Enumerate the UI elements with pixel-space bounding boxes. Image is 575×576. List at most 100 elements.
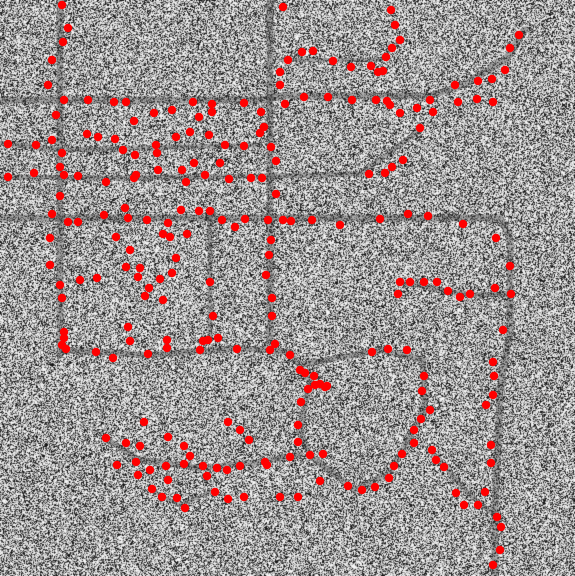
map-point-marker bbox=[366, 61, 376, 71]
map-point-marker bbox=[165, 232, 175, 242]
map-point-marker bbox=[506, 289, 516, 299]
map-point-marker bbox=[29, 168, 39, 178]
map-point-marker bbox=[47, 55, 57, 65]
map-point-marker bbox=[490, 283, 500, 293]
map-point-marker bbox=[239, 141, 249, 151]
map-point-marker bbox=[278, 2, 288, 12]
map-point-marker bbox=[144, 283, 154, 293]
map-point-marker bbox=[130, 150, 140, 160]
map-point-marker bbox=[335, 220, 345, 230]
map-point-marker bbox=[200, 170, 210, 180]
map-point-marker bbox=[163, 218, 173, 228]
map-point-marker bbox=[147, 484, 157, 494]
map-point-marker bbox=[343, 481, 353, 491]
map-point-marker bbox=[43, 80, 53, 90]
map-point-marker bbox=[264, 250, 274, 260]
map-point-marker bbox=[486, 458, 496, 468]
map-point-marker bbox=[265, 345, 275, 355]
map-point-marker bbox=[131, 170, 141, 180]
map-point-marker bbox=[139, 417, 149, 427]
map-point-marker bbox=[386, 5, 396, 15]
map-point-marker bbox=[101, 177, 111, 187]
map-point-marker bbox=[223, 494, 233, 504]
map-point-marker bbox=[415, 123, 425, 133]
map-point-marker bbox=[481, 400, 491, 410]
map-point-marker bbox=[3, 172, 13, 182]
map-point-marker bbox=[179, 459, 189, 469]
map-point-marker bbox=[45, 260, 55, 270]
map-point-marker bbox=[63, 23, 73, 33]
map-point-marker bbox=[402, 345, 412, 355]
map-point-marker bbox=[278, 215, 288, 225]
map-point-marker bbox=[31, 140, 41, 150]
map-point-marker bbox=[505, 261, 515, 271]
map-point-marker bbox=[153, 165, 163, 175]
map-point-marker bbox=[161, 461, 171, 471]
map-point-marker bbox=[55, 280, 65, 290]
map-point-marker bbox=[121, 438, 131, 448]
map-point-marker bbox=[371, 95, 381, 105]
map-point-marker bbox=[318, 449, 328, 459]
map-point-marker bbox=[439, 462, 449, 472]
map-point-marker bbox=[383, 344, 393, 354]
map-point-marker bbox=[275, 80, 285, 90]
map-point-marker bbox=[266, 235, 276, 245]
map-point-marker bbox=[432, 277, 442, 287]
map-point-marker bbox=[283, 55, 293, 65]
map-point-marker bbox=[498, 325, 508, 335]
map-point-marker bbox=[91, 347, 101, 357]
map-point-marker bbox=[496, 522, 506, 532]
map-point-marker bbox=[427, 445, 437, 455]
map-point-marker bbox=[488, 357, 498, 367]
map-point-marker bbox=[135, 441, 145, 451]
map-point-marker bbox=[155, 274, 165, 284]
map-point-marker bbox=[347, 95, 357, 105]
map-point-marker bbox=[263, 215, 273, 225]
map-point-marker bbox=[75, 275, 85, 285]
map-point-marker bbox=[149, 108, 159, 118]
map-point-marker bbox=[428, 107, 438, 117]
map-point-marker bbox=[109, 97, 119, 107]
map-point-marker bbox=[222, 465, 232, 475]
map-point-marker bbox=[320, 382, 330, 392]
map-point-marker bbox=[232, 344, 242, 354]
map-point-marker bbox=[425, 95, 435, 105]
map-point-marker bbox=[266, 142, 276, 152]
map-point-marker bbox=[370, 482, 380, 492]
map-point-marker bbox=[328, 56, 338, 66]
map-point-marker bbox=[364, 169, 374, 179]
map-point-marker bbox=[212, 463, 222, 473]
map-point-marker bbox=[255, 128, 265, 138]
map-point-marker bbox=[167, 105, 177, 115]
map-point-marker bbox=[271, 156, 281, 166]
map-point-marker bbox=[309, 371, 319, 381]
map-point-marker bbox=[256, 107, 266, 117]
map-point-marker bbox=[393, 289, 403, 299]
map-point-marker bbox=[455, 292, 465, 302]
map-point-marker bbox=[215, 158, 225, 168]
map-point-marker bbox=[310, 380, 320, 390]
map-point-marker bbox=[202, 471, 212, 481]
map-point-marker bbox=[423, 211, 433, 221]
map-point-marker bbox=[93, 132, 103, 142]
map-point-marker bbox=[285, 452, 295, 462]
map-point-marker bbox=[213, 333, 223, 343]
map-point-marker bbox=[224, 174, 234, 184]
map-point-marker bbox=[487, 74, 497, 84]
map-point-marker bbox=[486, 440, 496, 450]
map-point-marker bbox=[108, 353, 118, 363]
map-point-marker bbox=[207, 107, 217, 117]
map-point-marker bbox=[194, 112, 204, 122]
map-point-marker bbox=[425, 405, 435, 415]
map-point-marker bbox=[3, 139, 13, 149]
map-point-marker bbox=[257, 173, 267, 183]
map-point-marker bbox=[303, 384, 313, 394]
map-point-marker bbox=[55, 162, 65, 172]
map-point-marker bbox=[293, 420, 303, 430]
map-point-marker bbox=[395, 277, 405, 287]
map-point-marker bbox=[488, 390, 498, 400]
map-point-marker bbox=[395, 35, 405, 45]
map-point-marker bbox=[47, 135, 57, 145]
map-point-marker bbox=[235, 425, 245, 435]
